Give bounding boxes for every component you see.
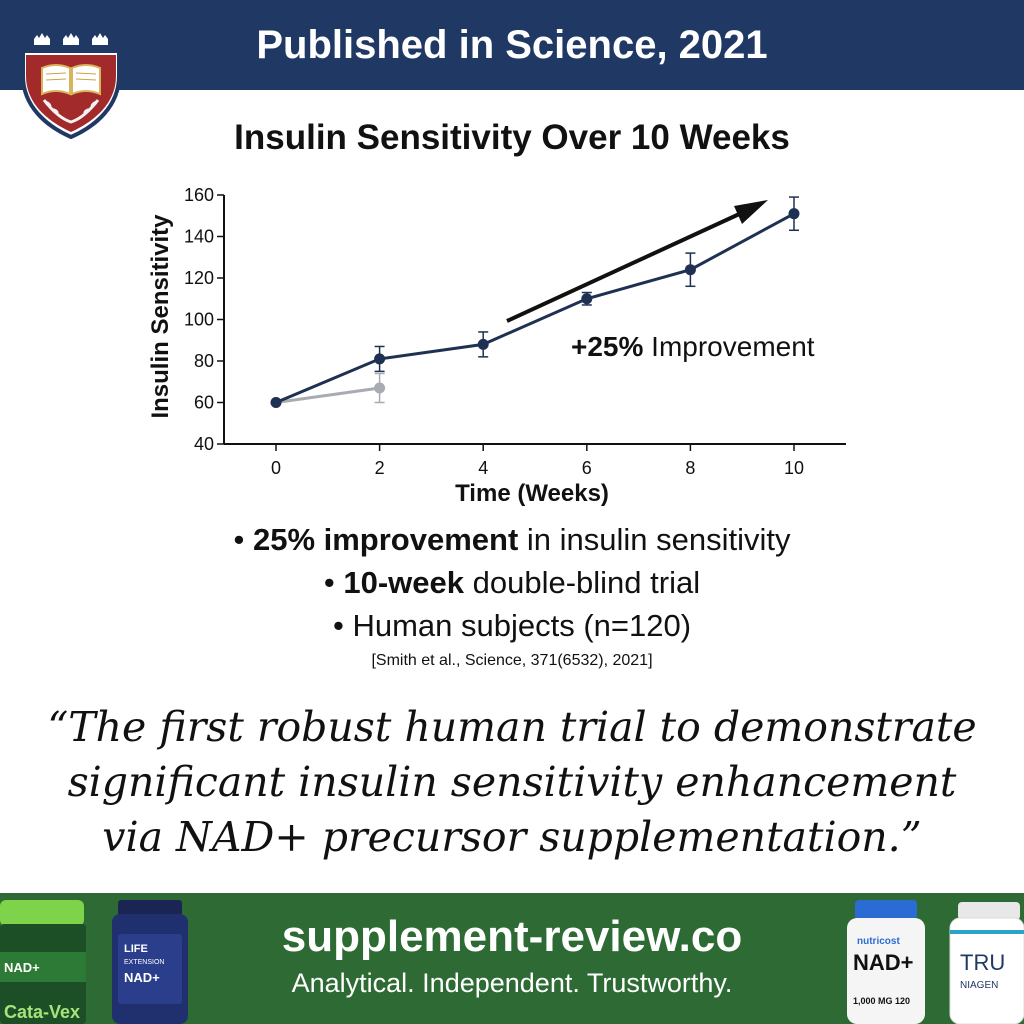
blue-bottle-name: NAD+ [124,970,160,985]
data-point [270,397,282,408]
improvement-value: +25% [571,331,643,362]
university-crest-icon [21,19,121,140]
chart-title: Insulin Sensitivity Over 10 Weeks [234,118,790,157]
finding-text: double-blind trial [464,565,701,600]
header-bar [0,0,1024,90]
trend-arrow-head [734,200,768,224]
bullet-marker: • [323,565,335,600]
y-tick-label: 40 [194,434,214,454]
chart-series [270,196,800,408]
x-tick-label: 2 [375,458,385,478]
finding-item: • 10-week double-blind trial [0,561,1024,604]
header-title: Published in Science, 2021 [256,23,768,67]
data-point [581,293,593,305]
data-point [374,353,386,365]
finding-item: • 25% improvement in insulin sensitivity [0,518,1024,561]
data-point [684,264,696,276]
footer-tagline: Analytical. Independent. Trustworthy. [291,968,733,998]
x-tick-label: 0 [271,458,281,478]
pull-quote: “The first robust human trial to demonst… [47,703,977,861]
finding-bold: 25% improvement [252,522,519,557]
finding-text: in insulin sensitivity [518,522,791,557]
y-axis-label: Insulin Sensitivity [147,214,174,419]
white-bottle-count: 120 [895,996,910,1006]
x-axis-label: Time (Weeks) [455,480,609,507]
y-tick-label: 100 [184,310,214,330]
x-tick-label: 6 [582,458,592,478]
line-chart: 40 60 80 100 120 140 160 0 2 4 6 8 10 Time (Weeks) Ins… [147,185,846,507]
data-point [477,338,489,350]
findings-list: • 25% improvement in insulin sensitivity… [0,518,1024,647]
y-tick-label: 120 [184,268,214,288]
x-tick-label: 8 [685,458,695,478]
finding-text: Human subjects (n=120) [352,608,692,643]
y-tick-label: 60 [194,393,214,413]
bullet-marker: • [332,608,344,643]
tru-niagen-bottle: TRU NIAGEN [949,902,1024,1024]
improvement-annotation: +25% Improvement [571,331,815,362]
blue-bottle-brand-2: EXTENSION [124,959,164,966]
tru-bottle-line1: TRU [960,950,1005,975]
data-point [374,382,386,394]
green-bottle-label: NAD+ [4,960,40,975]
bullet-marker: • [233,522,245,557]
y-tick-label: 160 [184,185,214,205]
white-bottle-name: NAD+ [853,950,914,975]
white-bottle-brand: nutricost [857,936,900,947]
improvement-label: Improvement [643,331,814,362]
trend-arrow-shaft [506,208,749,323]
data-point [788,208,800,220]
chart-annotation: +25% Improvement [506,200,815,362]
finding-bold: 10-week [343,565,465,600]
footer-website[interactable]: supplement-review.co [281,912,743,961]
x-tick-label: 4 [478,458,488,478]
blue-bottle-brand: LIFE [124,943,148,955]
green-supplement-bottle: NAD+ Cata-Vex [0,900,86,1024]
x-tick-label: 10 [784,458,804,478]
y-tick-label: 140 [184,227,214,247]
white-bottle-dose: 1,000 MG [853,996,893,1006]
green-bottle-brand: Cata-Vex [4,1002,80,1022]
blue-supplement-bottle: LIFE EXTENSION NAD+ [112,900,188,1024]
finding-item: • Human subjects (n=120) [0,604,1024,647]
white-supplement-bottle: nutricost NAD+ 1,000 MG 120 [847,900,925,1024]
citation: [Smith et al., Science, 371(6532), 2021] [371,652,653,669]
y-tick-label: 80 [194,351,214,371]
chart-axes: 40 60 80 100 120 140 160 0 2 4 6 8 10 Time (Weeks) Ins… [147,185,846,507]
series-line [275,212,795,404]
tru-bottle-line2: NIAGEN [960,980,998,991]
series-line [275,386,380,404]
